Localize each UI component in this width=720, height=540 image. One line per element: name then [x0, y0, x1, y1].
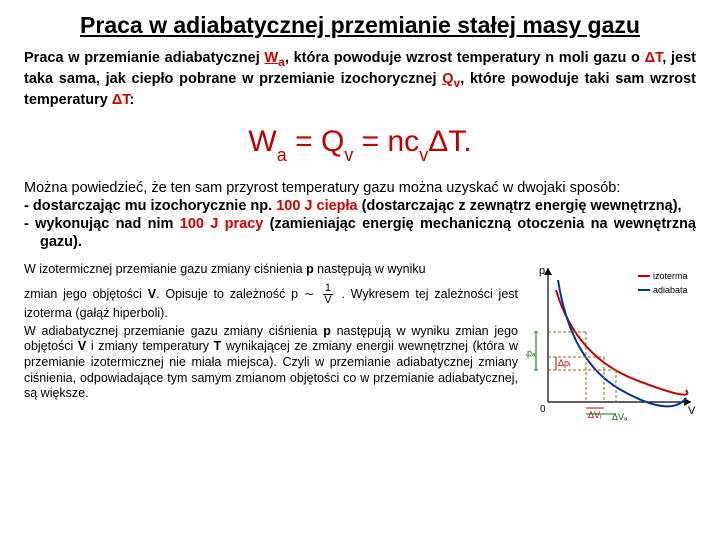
pv-graph: p V 0 Δpₐ Δpᵢ ΔVᵢ ΔVₐ [526, 262, 696, 422]
page-title: Praca w adiabatycznej przemianie stałej … [16, 12, 704, 39]
adiabata-curve [558, 280, 686, 406]
lower-text: W izotermicznej przemianie gazu zmiany c… [24, 262, 518, 422]
legend-adiabata: adiabata [653, 285, 688, 295]
dpi-label: Δpᵢ [558, 358, 570, 368]
origin-label: 0 [540, 404, 546, 415]
intro-paragraph: Praca w przemianie adiabatycznej Wa, któ… [24, 49, 696, 109]
axis-p-label: p [539, 265, 545, 277]
dpa-label: Δpₐ [526, 348, 536, 358]
dvi-label: ΔVᵢ [588, 410, 601, 420]
lower-section: W izotermicznej przemianie gazu zmiany c… [24, 262, 696, 422]
dva-label: ΔVₐ [612, 412, 628, 422]
after-formula-block: Można powiedzieć, że ten sam przyrost te… [24, 179, 696, 252]
main-formula: Wa = Qv = ncvΔT. [16, 125, 704, 163]
izoterma-curve [556, 290, 687, 395]
axis-v-label: V [688, 405, 696, 417]
legend-izoterma: izoterma [653, 271, 688, 281]
